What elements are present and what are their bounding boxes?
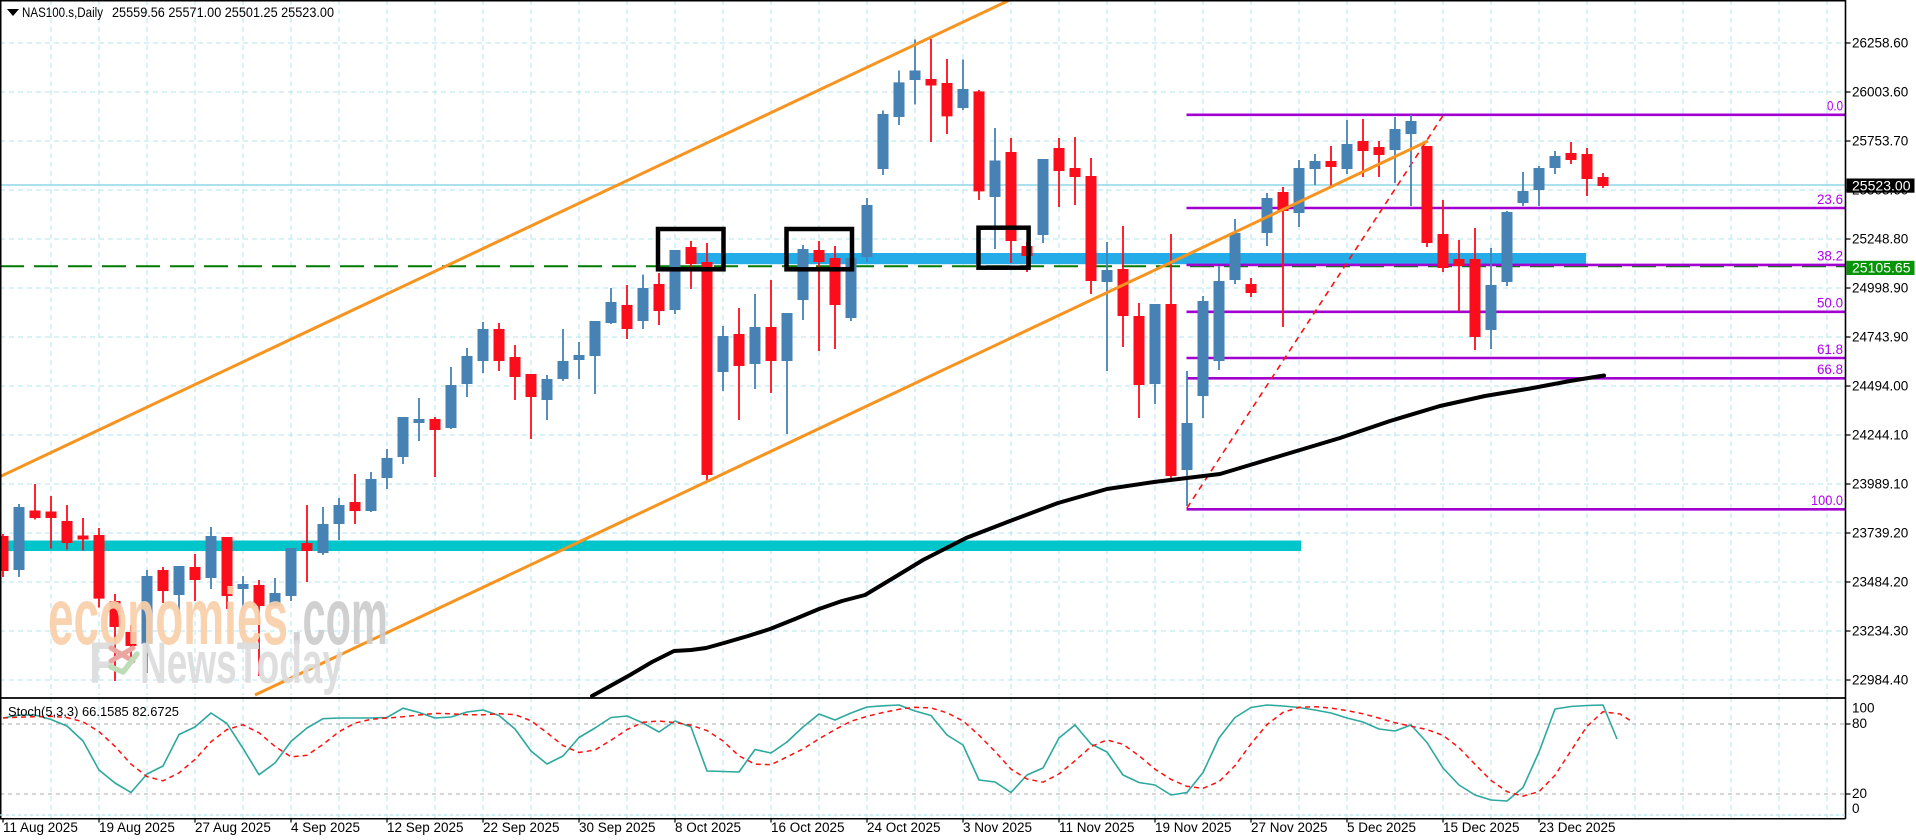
- svg-text:24244.10: 24244.10: [1852, 428, 1908, 443]
- svg-text:23484.20: 23484.20: [1852, 575, 1908, 590]
- svg-text:23 Dec 2025: 23 Dec 2025: [1539, 820, 1616, 835]
- svg-text:50.0: 50.0: [1817, 296, 1843, 311]
- svg-text:22 Sep 2025: 22 Sep 2025: [483, 820, 560, 835]
- svg-text:24494.00: 24494.00: [1852, 379, 1908, 394]
- svg-text:4 Sep 2025: 4 Sep 2025: [291, 820, 360, 835]
- svg-text:F: F: [89, 631, 116, 696]
- svg-text:11 Nov 2025: 11 Nov 2025: [1059, 820, 1135, 835]
- svg-text:16 Oct 2025: 16 Oct 2025: [771, 820, 845, 835]
- svg-text:24998.90: 24998.90: [1852, 281, 1908, 296]
- svg-text:25105.65: 25105.65: [1852, 261, 1911, 276]
- svg-text:80: 80: [1852, 716, 1867, 731]
- svg-text:NewsToday: NewsToday: [140, 631, 343, 696]
- svg-text:26003.60: 26003.60: [1852, 85, 1908, 100]
- svg-text:38.2: 38.2: [1817, 249, 1843, 264]
- svg-text:25559.56 25571.00 25501.25 255: 25559.56 25571.00 25501.25 25523.00: [112, 5, 334, 20]
- svg-text:26258.60: 26258.60: [1852, 36, 1908, 51]
- svg-text:12 Sep 2025: 12 Sep 2025: [387, 820, 464, 835]
- svg-text:24743.90: 24743.90: [1852, 330, 1908, 345]
- svg-text:25753.70: 25753.70: [1852, 134, 1908, 149]
- svg-text:23234.30: 23234.30: [1852, 624, 1908, 639]
- svg-text:11 Aug 2025: 11 Aug 2025: [3, 820, 78, 835]
- svg-text:19 Nov 2025: 19 Nov 2025: [1155, 820, 1232, 835]
- svg-text:100.0: 100.0: [1811, 493, 1843, 508]
- svg-text:61.8: 61.8: [1817, 342, 1843, 357]
- svg-text:.com: .com: [291, 572, 388, 661]
- svg-text:0.0: 0.0: [1827, 99, 1843, 114]
- svg-text:27 Nov 2025: 27 Nov 2025: [1251, 820, 1328, 835]
- svg-text:22984.40: 22984.40: [1852, 673, 1908, 688]
- svg-text:19 Aug 2025: 19 Aug 2025: [99, 820, 175, 835]
- svg-text:5 Dec 2025: 5 Dec 2025: [1347, 820, 1416, 835]
- svg-text:66.8: 66.8: [1817, 362, 1843, 377]
- svg-text:3 Nov 2025: 3 Nov 2025: [963, 820, 1032, 835]
- svg-text:20: 20: [1852, 786, 1867, 801]
- svg-text:8 Oct 2025: 8 Oct 2025: [675, 820, 741, 835]
- svg-text:24 Oct 2025: 24 Oct 2025: [867, 820, 941, 835]
- svg-text:economies: economies: [48, 572, 288, 661]
- svg-text:23739.20: 23739.20: [1852, 526, 1908, 541]
- svg-text:27 Aug 2025: 27 Aug 2025: [195, 820, 271, 835]
- svg-text:100: 100: [1852, 701, 1875, 716]
- svg-text:30 Sep 2025: 30 Sep 2025: [579, 820, 656, 835]
- svg-text:Stoch(5,3,3) 66.1585 82.6725: Stoch(5,3,3) 66.1585 82.6725: [8, 704, 179, 719]
- svg-text:0: 0: [1852, 801, 1860, 816]
- svg-text:25523.00: 25523.00: [1852, 178, 1911, 193]
- svg-text:NAS100.s,Daily: NAS100.s,Daily: [22, 5, 103, 20]
- svg-text:25248.80: 25248.80: [1852, 232, 1908, 247]
- svg-text:15 Dec 2025: 15 Dec 2025: [1443, 820, 1520, 835]
- svg-text:23.6: 23.6: [1817, 192, 1843, 207]
- svg-text:23989.10: 23989.10: [1852, 477, 1908, 492]
